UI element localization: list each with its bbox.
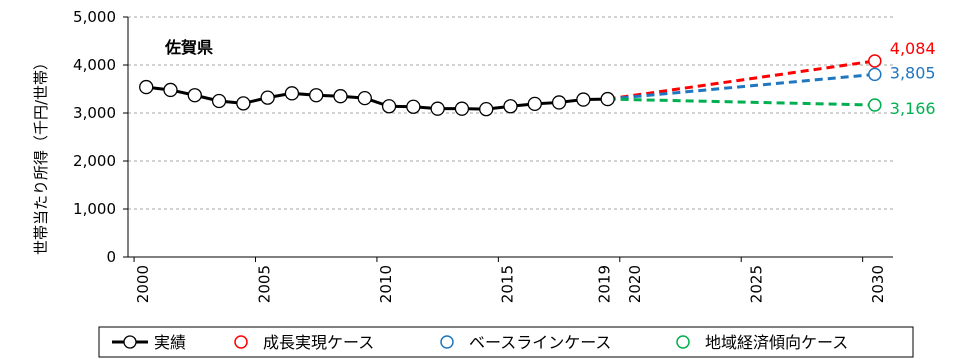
scenario-end-marker (868, 54, 882, 68)
actual-point (187, 88, 202, 103)
gridlines (128, 16, 893, 210)
scenario-line (607, 97, 875, 107)
legend-label-actual: 実績 (154, 333, 186, 352)
actual-point (454, 101, 470, 116)
actual-point (163, 82, 178, 98)
x-tick-label: 2000 (134, 265, 152, 303)
x-tick-label: 2015 (499, 265, 517, 303)
actual-point (284, 86, 300, 101)
actual-point (527, 96, 542, 112)
legend-swatch-actual-marker (123, 335, 137, 349)
scenario-line (607, 59, 875, 101)
y-tick-label: 0 (106, 248, 116, 266)
actual-point (503, 99, 518, 114)
scenario-end-label: 4,084 (890, 39, 936, 58)
x-tick-label: 2025 (747, 265, 765, 303)
actual-point (430, 101, 445, 116)
y-tick-label: 3,000 (73, 104, 116, 122)
actual-point (551, 95, 567, 110)
y-tick-label: 2,000 (73, 152, 116, 170)
actual-point (357, 90, 372, 106)
scenario-end-marker (868, 98, 882, 112)
x-tick-label: 2019 (596, 265, 614, 303)
x-tick-label: 2010 (377, 265, 395, 303)
x-tick-label: 2020 (626, 265, 644, 303)
actual-point (309, 88, 324, 103)
legend-label-scenario: ベースラインケース (469, 333, 611, 352)
actual-point (236, 96, 251, 111)
scenario-end-label: 3,805 (890, 63, 936, 82)
y-tick-label: 5,000 (73, 8, 116, 26)
x-tick-label: 2030 (869, 265, 887, 303)
legend-label-scenario: 地域経済傾向ケース (705, 333, 848, 352)
legend-swatch-scenario (676, 335, 690, 349)
actual-point (576, 92, 591, 107)
chart-title: 佐賀県 (164, 38, 213, 57)
legend-swatch-scenario (234, 335, 248, 349)
x-tick-labels: 2000 2005 2010 2015 2019 2020 2025 2030 (134, 265, 887, 303)
scenario-end-label: 3,166 (890, 99, 936, 118)
actual-point (600, 91, 615, 107)
actual-point (381, 99, 397, 114)
actual-point (139, 79, 154, 95)
y-axis-label: 世帯当たり所得（千円/世帯） (32, 55, 50, 255)
actual-point (260, 90, 275, 105)
actual-point (333, 89, 348, 104)
series: 4,084 3,805 3,166 (139, 39, 936, 118)
legend-swatch-scenario (440, 335, 454, 349)
actual-point (479, 102, 494, 117)
legend: 実績 成長実現ケース ベースラインケース 地域経済傾向ケース (98, 326, 914, 358)
axes (123, 16, 893, 262)
legend-label-scenario: 成長実現ケース (263, 333, 374, 352)
y-tick-label: 4,000 (73, 56, 116, 74)
actual-point (211, 93, 227, 109)
scenario-line (607, 72, 875, 101)
scenario-end-marker (868, 67, 882, 82)
actual-point (406, 99, 421, 114)
y-tick-label: 1,000 (73, 200, 116, 218)
y-tick-labels: 0 1,000 2,000 3,000 4,000 5,000 (73, 8, 116, 266)
x-tick-label: 2005 (256, 265, 274, 303)
